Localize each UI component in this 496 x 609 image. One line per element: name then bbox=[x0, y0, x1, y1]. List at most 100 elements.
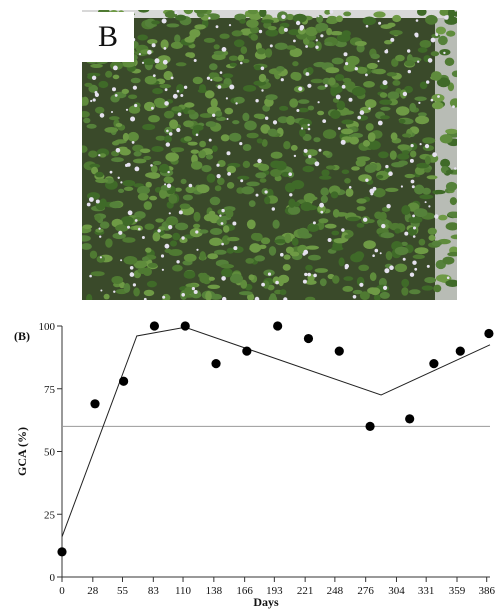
leaf bbox=[248, 274, 255, 281]
leaf bbox=[395, 106, 410, 116]
leaf bbox=[170, 147, 185, 153]
flower bbox=[160, 254, 165, 258]
flower bbox=[220, 222, 224, 225]
leaf bbox=[199, 251, 206, 261]
leaf bbox=[302, 165, 315, 173]
flower bbox=[260, 66, 265, 71]
leaf bbox=[103, 293, 110, 300]
leaf bbox=[183, 136, 192, 142]
leaf bbox=[367, 132, 376, 142]
leaf bbox=[237, 175, 250, 180]
flower bbox=[91, 75, 97, 81]
leaf bbox=[440, 158, 451, 168]
flower bbox=[232, 221, 237, 226]
leaf bbox=[99, 153, 107, 158]
leaf bbox=[419, 40, 432, 48]
leaf bbox=[213, 44, 220, 50]
leaf bbox=[133, 158, 147, 164]
flower bbox=[413, 226, 416, 230]
flower bbox=[389, 265, 394, 270]
leaf bbox=[225, 209, 234, 219]
leaf bbox=[341, 30, 351, 37]
leaf bbox=[279, 289, 287, 296]
leaf bbox=[199, 84, 206, 93]
data-point bbox=[334, 346, 344, 356]
leaf bbox=[194, 10, 208, 14]
flower bbox=[215, 25, 219, 29]
flower bbox=[168, 132, 173, 136]
leaf bbox=[256, 113, 266, 120]
flower bbox=[157, 229, 161, 233]
leaf bbox=[226, 182, 235, 189]
leaf bbox=[278, 274, 290, 284]
leaf bbox=[152, 88, 163, 95]
flower bbox=[307, 272, 311, 277]
x-tick-label: 110 bbox=[175, 585, 192, 597]
leaf bbox=[95, 171, 104, 178]
flower bbox=[109, 170, 113, 174]
leaf bbox=[378, 151, 389, 159]
leaf bbox=[261, 139, 268, 147]
leaf bbox=[401, 278, 410, 288]
leaf bbox=[305, 279, 317, 285]
leaf bbox=[99, 221, 110, 229]
leaf bbox=[187, 141, 198, 146]
leaf bbox=[215, 110, 223, 117]
leaf bbox=[449, 98, 457, 108]
leaf bbox=[322, 129, 337, 139]
leaf bbox=[367, 140, 381, 150]
flower bbox=[454, 167, 457, 170]
flower bbox=[181, 236, 185, 240]
leaf bbox=[398, 118, 406, 124]
leaf bbox=[183, 253, 197, 262]
leaf bbox=[82, 145, 88, 153]
flower bbox=[226, 118, 229, 120]
leaf bbox=[228, 132, 242, 142]
leaf bbox=[89, 163, 101, 169]
leaf bbox=[379, 83, 388, 90]
leaf bbox=[290, 144, 298, 151]
flower bbox=[255, 99, 259, 103]
flower bbox=[272, 120, 278, 125]
flower bbox=[114, 94, 118, 97]
leaf bbox=[246, 132, 259, 139]
leaf bbox=[358, 174, 372, 182]
flower bbox=[89, 274, 92, 278]
leaf bbox=[258, 163, 270, 171]
leaf bbox=[209, 196, 221, 206]
leaf bbox=[94, 214, 101, 221]
flower bbox=[345, 62, 349, 66]
leaf bbox=[331, 230, 340, 236]
leaf bbox=[137, 34, 148, 41]
leaf bbox=[179, 237, 188, 244]
flower bbox=[168, 212, 171, 215]
leaf bbox=[317, 110, 325, 116]
flower-cluster bbox=[86, 10, 457, 300]
flower bbox=[432, 152, 437, 158]
leaf bbox=[250, 33, 259, 41]
flower bbox=[304, 272, 308, 277]
leaf bbox=[160, 39, 169, 50]
flower bbox=[352, 295, 357, 299]
y-tick-label: 75 bbox=[44, 384, 56, 396]
ground-cover-photo-illustration bbox=[82, 10, 457, 300]
leaf bbox=[439, 134, 453, 144]
leaf bbox=[242, 160, 251, 168]
leaf bbox=[190, 149, 199, 154]
leaf bbox=[166, 23, 180, 28]
leaf bbox=[451, 70, 457, 78]
flower bbox=[374, 248, 379, 253]
leaf bbox=[123, 220, 131, 227]
leaf bbox=[183, 10, 194, 15]
leaf bbox=[413, 208, 428, 218]
leaf bbox=[143, 201, 152, 210]
leaf bbox=[305, 157, 317, 165]
leaf bbox=[171, 106, 183, 112]
flower bbox=[221, 276, 226, 281]
leaf bbox=[302, 133, 312, 142]
leaf bbox=[82, 111, 90, 118]
leaf bbox=[389, 30, 403, 36]
leaf bbox=[343, 63, 357, 72]
flower bbox=[191, 287, 195, 291]
flower bbox=[317, 101, 320, 104]
